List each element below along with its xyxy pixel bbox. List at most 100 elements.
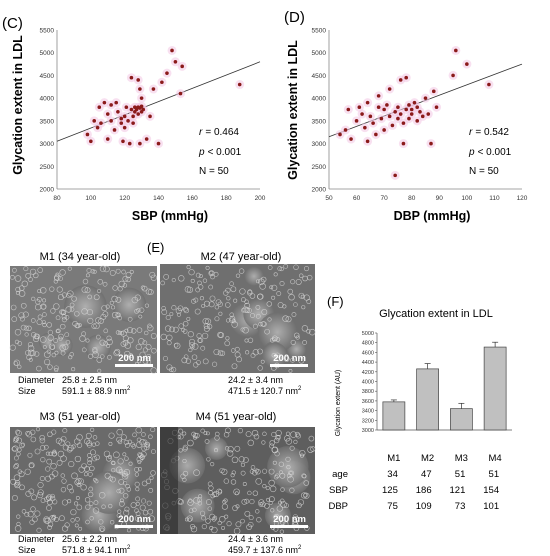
micrograph-particle (188, 269, 195, 276)
micrograph-particle (241, 307, 246, 313)
micrograph-particle (25, 431, 30, 436)
micrograph-particle (209, 295, 216, 302)
micrograph-particle (59, 269, 66, 276)
micrograph-particle (89, 465, 95, 472)
micrograph-particle (296, 433, 301, 439)
micrograph-particle (307, 446, 314, 453)
micrograph-particle (230, 479, 237, 485)
scatter-chart-dbp: 50 60 70 80 90 100 110 120 2000 2500 3000 3500 4000 4… (286, 28, 528, 224)
micrograph-particle (69, 352, 74, 357)
micrograph-particle (196, 333, 202, 339)
micrograph-particle (20, 302, 27, 309)
micrograph-particle (295, 335, 300, 340)
micrograph-particle (118, 280, 125, 288)
micrograph-particle (47, 431, 53, 438)
scatter-d-point (363, 125, 367, 130)
micrograph-particle (16, 437, 23, 444)
micrograph-particle (169, 367, 174, 373)
micrograph-particle (65, 339, 71, 345)
scatter-c-point (122, 125, 127, 130)
scatter-c-x-tick-label: 200 (255, 195, 266, 202)
scatter-d-x-tick-label: 90 (436, 195, 444, 202)
micrograph-particle (233, 298, 238, 303)
micrograph-particle (141, 498, 147, 504)
micrograph-particle (87, 460, 93, 466)
scatter-c-point (136, 78, 140, 82)
micrograph-particle (122, 493, 129, 499)
micrograph-particle (48, 451, 53, 456)
scatter-c-point (129, 107, 134, 112)
scatter-d-point (434, 105, 439, 110)
micrograph-particle (71, 444, 76, 449)
micrograph-particle (244, 510, 251, 517)
micrograph-particle (205, 431, 210, 436)
micrograph-particle (290, 339, 296, 345)
micrograph-particle (30, 332, 37, 338)
micrograph-m4-scale-bar (270, 525, 308, 528)
scatter-d-stat-p: p < 0.001 (468, 147, 512, 158)
micrograph-particle (229, 281, 234, 286)
micrograph-particle (28, 357, 33, 362)
micrograph-particle (306, 274, 313, 281)
scatter-d-point (365, 139, 370, 144)
scatter-c-point (144, 137, 149, 141)
micrograph-particle (70, 509, 77, 516)
micrograph-particle (123, 469, 131, 476)
scatter-d-point (415, 119, 420, 123)
scatter-c-point (97, 105, 102, 110)
micrograph-particle (90, 449, 96, 456)
micrograph-particle (260, 276, 267, 283)
micrograph-particle (78, 466, 85, 473)
micrograph-particle (255, 313, 261, 319)
micrograph-particle (145, 443, 150, 448)
micrograph-particle (102, 281, 108, 287)
micrograph-particle (214, 435, 220, 441)
micrograph-particle (78, 526, 83, 531)
micrograph-particle (187, 439, 194, 447)
micrograph-particle (93, 500, 99, 506)
scatter-c-point (170, 48, 174, 53)
micrograph-particle (120, 434, 127, 441)
scatter-d-axes: 50 60 70 80 90 100 110 120 2000 2500 3000 3500 4000 4… (312, 28, 528, 203)
scatter-c-point (131, 114, 135, 119)
micrograph-particle (66, 447, 73, 453)
micrograph-particle (134, 467, 140, 473)
scatter-d-point (407, 103, 411, 107)
micrograph-m1-size-label: Size (18, 386, 36, 396)
micrograph-particle (271, 284, 278, 291)
micrograph-particle (14, 329, 22, 336)
micrograph-particle (75, 477, 82, 485)
micrograph-particle (77, 478, 84, 485)
micrograph-particle (76, 442, 83, 448)
micrograph-particle (109, 520, 115, 525)
micrograph-particle (117, 330, 122, 335)
micrograph-particle (169, 326, 175, 333)
micrograph-particle (247, 290, 253, 296)
micrograph-particle (269, 285, 274, 290)
micrograph-particle (276, 291, 282, 296)
micrograph-particle (224, 340, 230, 347)
scatter-d-point (376, 105, 381, 110)
micrograph-particle (249, 469, 255, 474)
micrograph-particle (144, 303, 149, 308)
micrograph-particle (160, 333, 167, 341)
micrograph-particle (171, 278, 176, 283)
micrograph-particle (33, 333, 40, 340)
micrograph-particle (36, 297, 42, 302)
micrograph-particle (182, 431, 187, 436)
micrograph-particle (269, 485, 277, 493)
micrograph-particle (92, 507, 100, 514)
micrograph-particle (291, 312, 297, 317)
micrograph-particle (35, 299, 41, 305)
micrograph-particle (297, 499, 305, 506)
micrograph-particle (276, 355, 282, 362)
micrograph-particle (273, 513, 280, 521)
micrograph-particle (109, 269, 116, 276)
panel-label-c: (C) (2, 15, 23, 32)
micrograph-particle (214, 431, 220, 437)
table-row-label: age (332, 469, 348, 480)
micrograph-particle (39, 336, 47, 343)
micrograph-particle (87, 317, 94, 324)
micrograph-m1-size-value: 591.1 ± 88.9 nm2 (62, 386, 131, 396)
scatter-d-point (412, 100, 417, 105)
